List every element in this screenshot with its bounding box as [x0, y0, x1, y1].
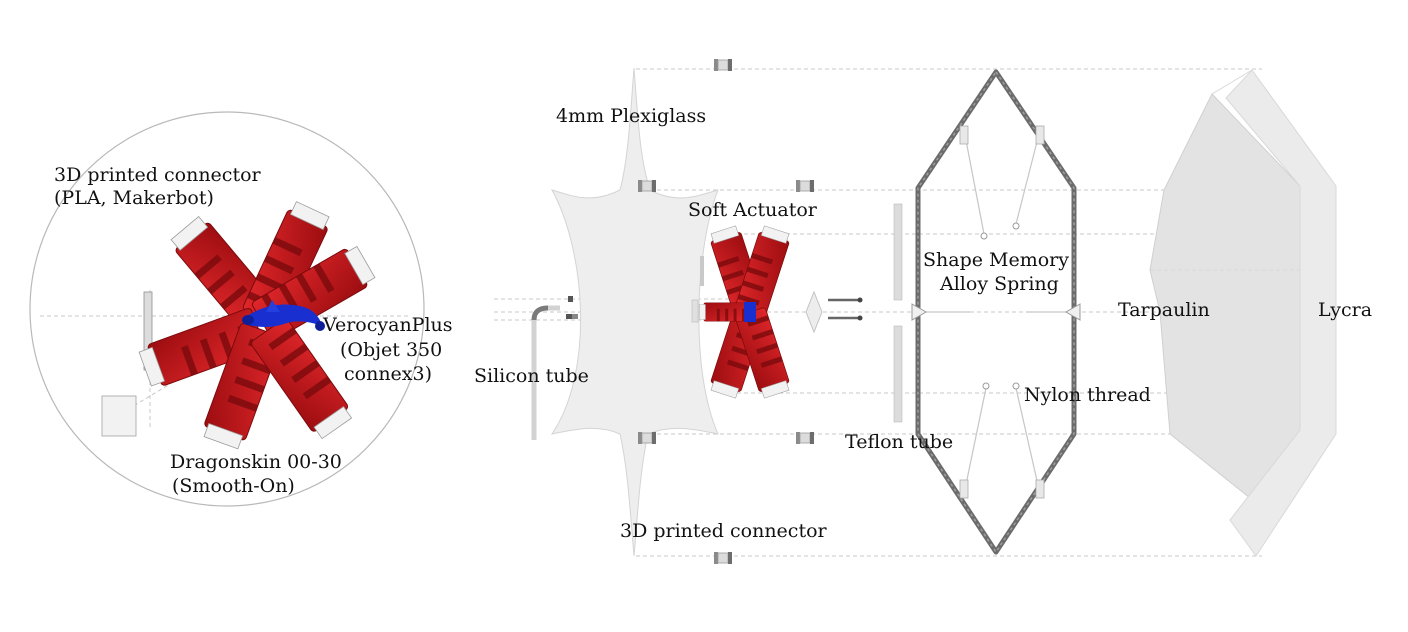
label-tarpaulin: Tarpaulin: [1118, 299, 1210, 321]
teflon-tube: [893, 203, 903, 423]
label-teflon-tube: Teflon tube: [845, 431, 953, 453]
detail-circle: [29, 111, 425, 507]
label-sma-line1: Shape Memory: [923, 249, 1069, 271]
eyelet-icon: [1064, 303, 1081, 321]
connector-clip-icon: [795, 179, 815, 193]
lycra-sheet: [1225, 69, 1337, 557]
label-dragonskin-line1: Dragonskin 00-30: [170, 451, 342, 473]
sma-spring-frame: [911, 69, 1081, 555]
label-sma-line2: Alloy Spring: [939, 273, 1059, 295]
label-connector-detail-line2: (PLA, Makerbot): [54, 187, 214, 209]
eyelet-icon: [911, 303, 928, 321]
teflon-tube-icon: [700, 256, 704, 286]
label-nylon-thread: Nylon thread: [1024, 384, 1151, 406]
connector-clip-icon: [713, 551, 733, 565]
label-connector-detail-line1: 3D printed connector: [54, 164, 262, 186]
connector-clip-icon: [713, 58, 733, 72]
eyelet-icon: [805, 290, 823, 334]
connector-clip-icon: [637, 431, 657, 445]
silicon-tube: [531, 296, 578, 440]
connector-clip-icon: [691, 299, 699, 323]
nylon-threads: [918, 129, 1074, 495]
label-lycra: Lycra: [1318, 299, 1372, 321]
label-soft-actuator: Soft Actuator: [688, 199, 818, 221]
label-dragonskin-line2: (Smooth-On): [172, 475, 295, 497]
connector-clip-icon: [101, 395, 137, 437]
teflon-pins: [828, 297, 863, 321]
verocyan-core: [242, 300, 325, 331]
labels: 3D printed connector (PLA, Makerbot) Ver…: [54, 105, 1372, 542]
label-verocyan-line3: connex3): [344, 363, 432, 385]
detail-inset: [29, 111, 425, 507]
label-silicon-tube: Silicon tube: [474, 365, 589, 387]
label-verocyan-line1: VerocyanPlus: [322, 314, 453, 336]
connector-clip-icon: [795, 431, 815, 445]
plexiglass-sheet: [550, 67, 719, 557]
label-connector-bottom: 3D printed connector: [620, 520, 828, 542]
connector-clip-icon: [637, 179, 657, 193]
label-verocyan-line2: (Objet 350: [340, 339, 442, 361]
soft-actuator: [699, 224, 793, 400]
label-plexiglass: 4mm Plexiglass: [556, 105, 706, 127]
